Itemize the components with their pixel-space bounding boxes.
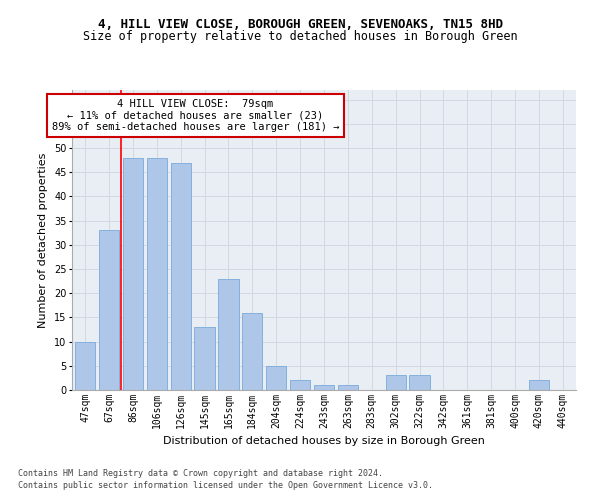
- Text: Contains HM Land Registry data © Crown copyright and database right 2024.: Contains HM Land Registry data © Crown c…: [18, 468, 383, 477]
- Text: Contains public sector information licensed under the Open Government Licence v3: Contains public sector information licen…: [18, 481, 433, 490]
- Bar: [123, 158, 143, 390]
- Bar: [290, 380, 310, 390]
- Bar: [146, 158, 167, 390]
- Bar: [386, 376, 406, 390]
- Bar: [314, 385, 334, 390]
- Bar: [99, 230, 119, 390]
- Bar: [218, 278, 239, 390]
- Bar: [266, 366, 286, 390]
- Text: Size of property relative to detached houses in Borough Green: Size of property relative to detached ho…: [83, 30, 517, 43]
- Bar: [75, 342, 95, 390]
- Text: 4 HILL VIEW CLOSE:  79sqm
← 11% of detached houses are smaller (23)
89% of semi-: 4 HILL VIEW CLOSE: 79sqm ← 11% of detach…: [52, 99, 339, 132]
- Text: 4, HILL VIEW CLOSE, BOROUGH GREEN, SEVENOAKS, TN15 8HD: 4, HILL VIEW CLOSE, BOROUGH GREEN, SEVEN…: [97, 18, 503, 30]
- Bar: [338, 385, 358, 390]
- Bar: [170, 162, 191, 390]
- Bar: [242, 312, 262, 390]
- Y-axis label: Number of detached properties: Number of detached properties: [38, 152, 49, 328]
- Bar: [529, 380, 549, 390]
- Bar: [409, 376, 430, 390]
- Bar: [194, 327, 215, 390]
- X-axis label: Distribution of detached houses by size in Borough Green: Distribution of detached houses by size …: [163, 436, 485, 446]
